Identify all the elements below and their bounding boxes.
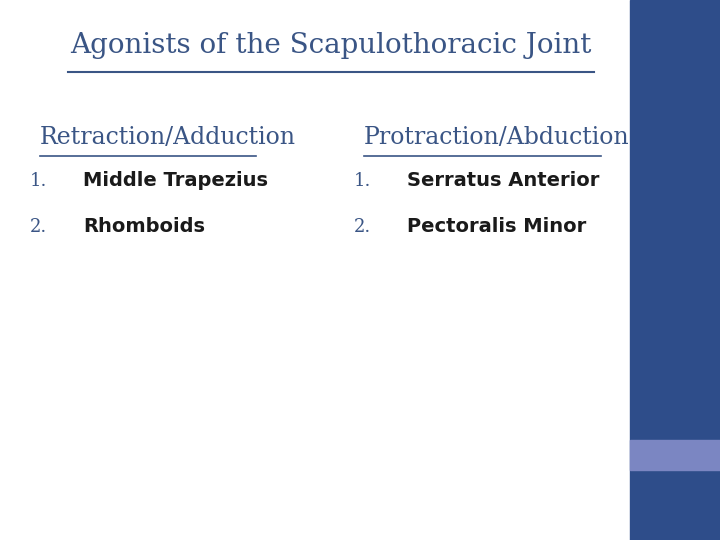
Text: 2.: 2. xyxy=(30,218,47,236)
Bar xyxy=(630,440,720,470)
Text: 1.: 1. xyxy=(354,172,371,190)
Text: Serratus Anterior: Serratus Anterior xyxy=(407,171,599,191)
Text: 2.: 2. xyxy=(354,218,371,236)
Text: Retraction/Adduction: Retraction/Adduction xyxy=(40,126,296,149)
Text: Agonists of the Scapulothoracic Joint: Agonists of the Scapulothoracic Joint xyxy=(71,32,592,59)
Text: Middle Trapezius: Middle Trapezius xyxy=(83,171,268,191)
Text: 1.: 1. xyxy=(30,172,47,190)
Bar xyxy=(630,0,720,540)
Text: Protraction/Abduction: Protraction/Abduction xyxy=(364,126,629,149)
Text: Pectoralis Minor: Pectoralis Minor xyxy=(407,217,586,237)
Text: Rhomboids: Rhomboids xyxy=(83,217,204,237)
